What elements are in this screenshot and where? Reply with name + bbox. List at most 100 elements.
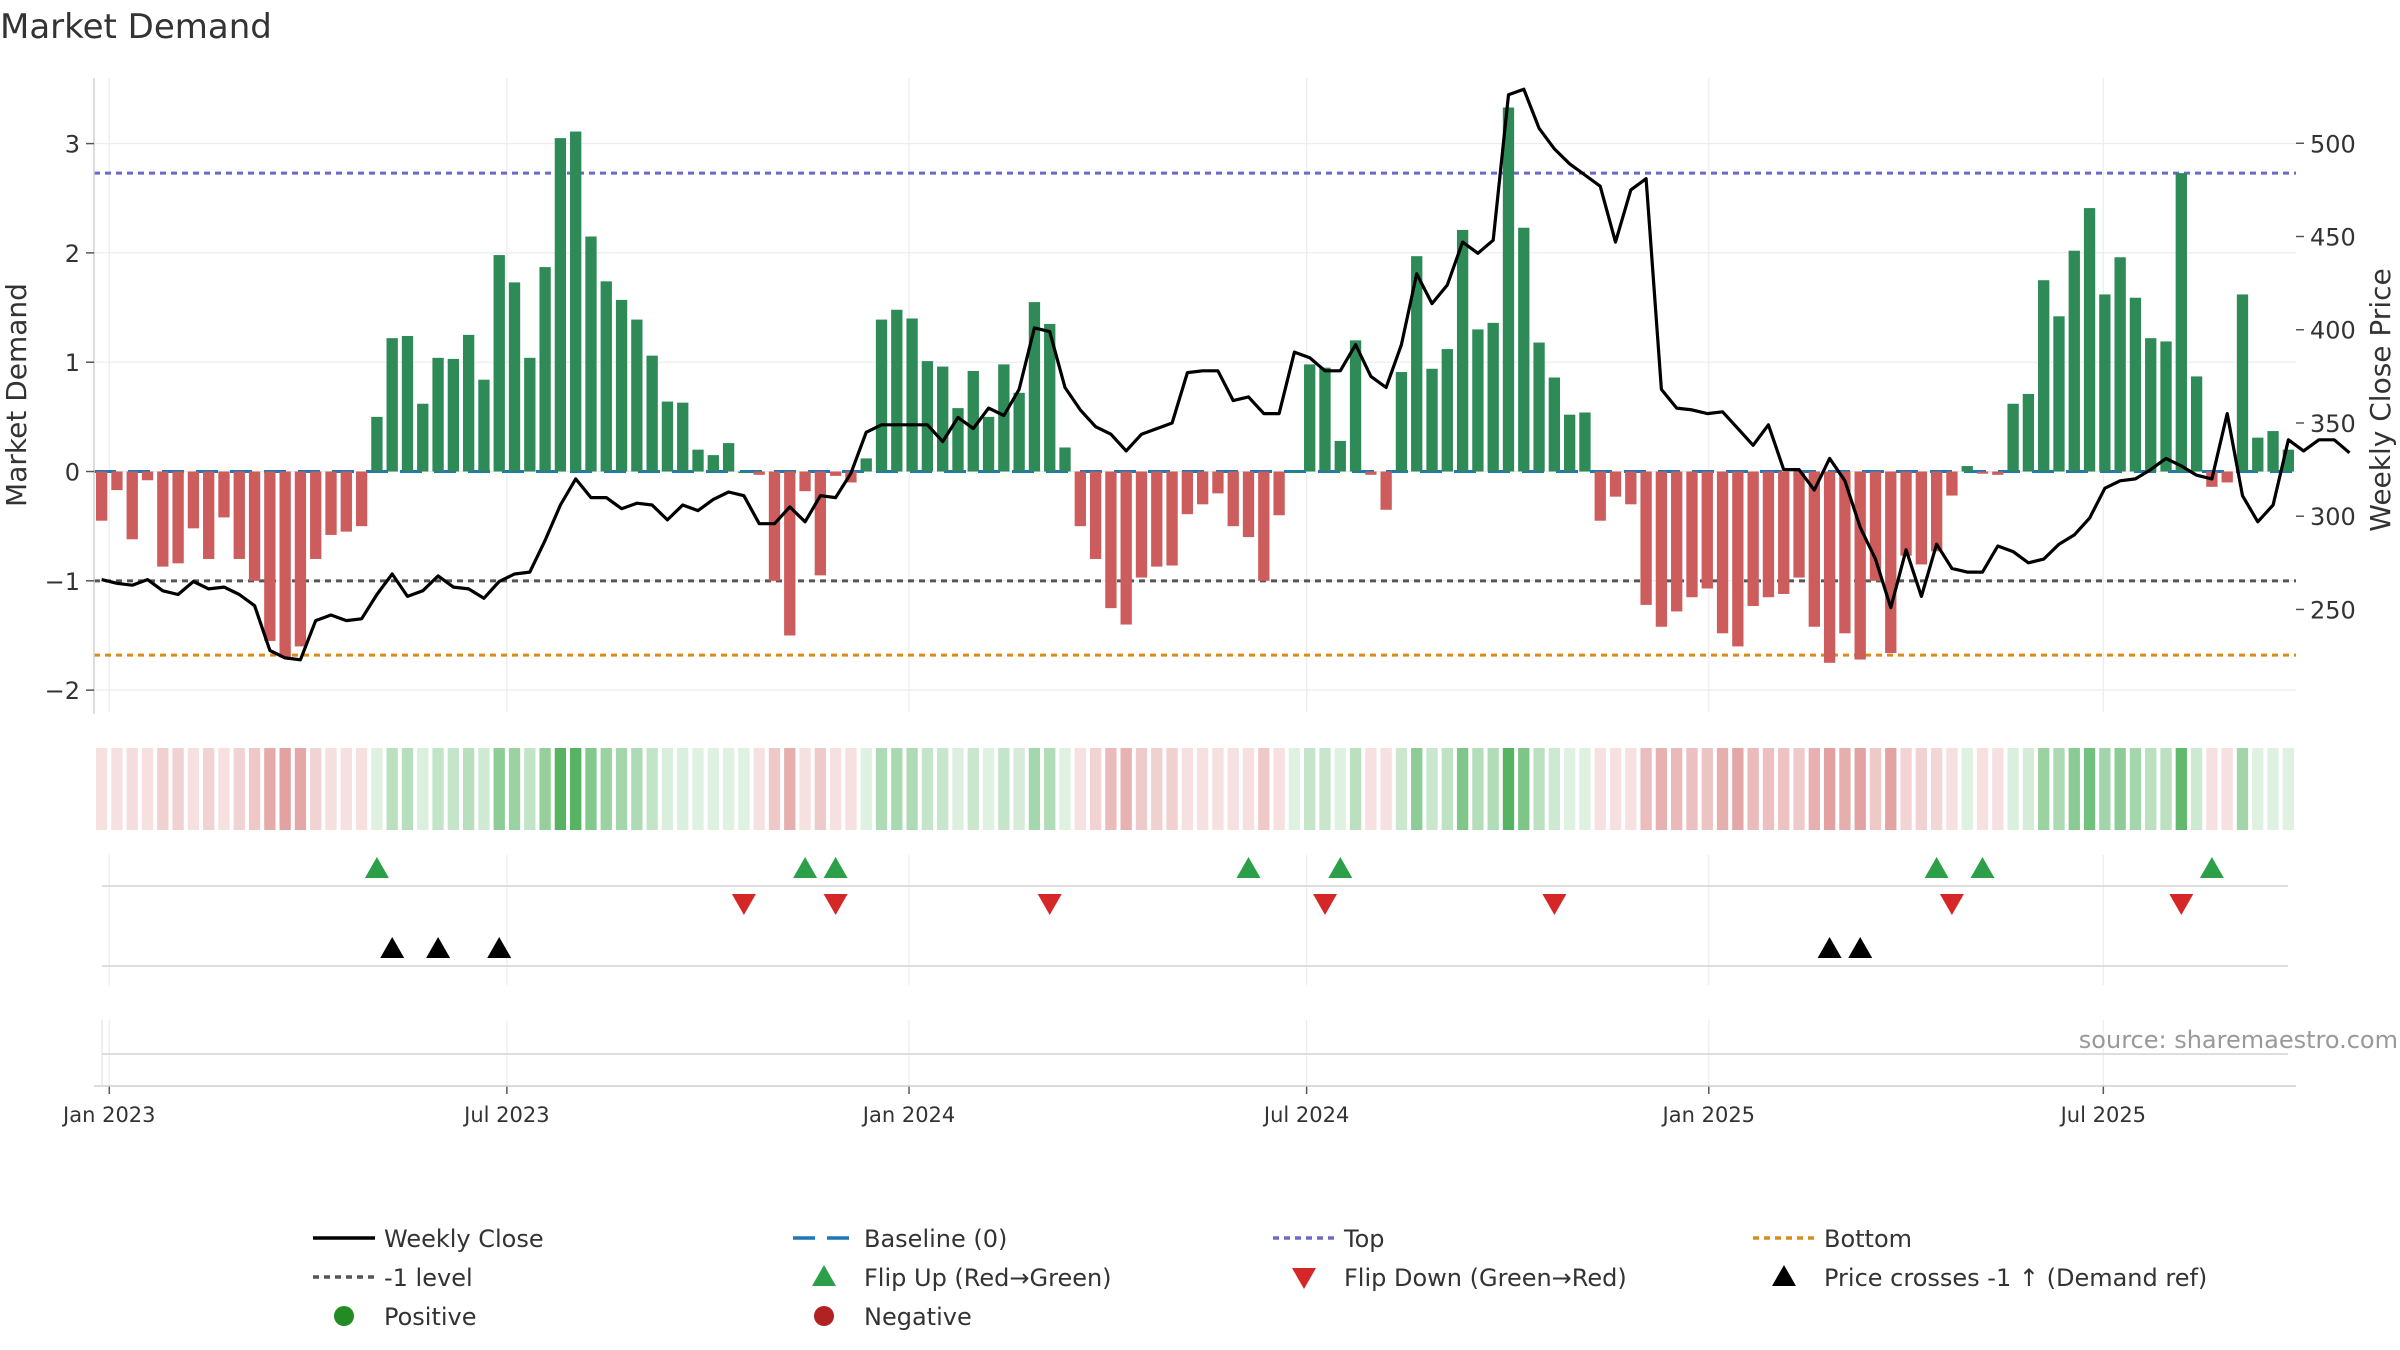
- demand-bar: [1273, 471, 1285, 516]
- demand-bar: [2145, 338, 2157, 472]
- legend-swatch-dot: [334, 1306, 354, 1326]
- demand-bar: [891, 309, 903, 472]
- demand-bar: [631, 319, 643, 472]
- heat-strip-cell: [1579, 748, 1591, 830]
- demand-bar: [692, 449, 704, 472]
- demand-bar: [952, 408, 964, 472]
- heat-strip-cell: [1319, 748, 1331, 830]
- demand-bar: [1334, 440, 1346, 472]
- heat-strip-cell: [1915, 748, 1928, 830]
- heat-strip-cell: [294, 748, 307, 830]
- heat-strip-cell: [340, 748, 352, 830]
- heat-strip-cell: [707, 748, 719, 830]
- demand-bar: [508, 282, 521, 472]
- demand-bar: [2160, 341, 2172, 472]
- demand-bar: [248, 471, 261, 581]
- heat-strip-cell: [508, 748, 521, 830]
- demand-bar: [126, 471, 138, 540]
- demand-bar: [937, 366, 949, 472]
- x-tick-label: Jan 2024: [861, 1103, 956, 1127]
- heat-strip-cell: [2236, 748, 2249, 830]
- demand-bar: [1304, 364, 1316, 472]
- demand-bar: [203, 471, 215, 559]
- axes: 3 2 1 0 −1 −2 500 450 400 350 300 250 Jan 2023 Jul 20…: [45, 78, 2356, 1127]
- demand-bar: [1793, 471, 1805, 578]
- demand-bar: [646, 355, 658, 472]
- heat-strip-cell: [1059, 748, 1071, 830]
- demand-bar: [1548, 377, 1561, 472]
- legend-item: Baseline (0): [793, 1225, 1007, 1253]
- demand-bar: [1747, 471, 1759, 606]
- demand-bar: [707, 455, 719, 472]
- demand-bar: [1594, 471, 1606, 521]
- heat-strip-cell: [1105, 748, 1117, 830]
- heat-strip-cell: [1349, 748, 1362, 830]
- demand-bar: [1319, 367, 1331, 472]
- x-tick-label: Jan 2023: [61, 1103, 156, 1127]
- demand-bar: [1992, 471, 2004, 475]
- heat-strip-cell: [799, 748, 811, 830]
- demand-bar: [1288, 471, 1301, 474]
- heat-strip-cell: [891, 748, 903, 830]
- heat-strip-cell: [1900, 748, 1912, 830]
- heat-strip-cell: [860, 748, 872, 830]
- heat-strip-cell: [1930, 748, 1943, 830]
- legend-label: Weekly Close: [384, 1225, 544, 1253]
- demand-bar: [111, 471, 123, 491]
- heat-strip-cell: [615, 748, 628, 830]
- demand-bar: [1395, 372, 1408, 472]
- x-tick-label: Jul 2024: [1262, 1103, 1349, 1127]
- heat-strip-cell: [187, 748, 200, 830]
- heat-strip-cell: [1028, 748, 1041, 830]
- heat-strip-cell: [1487, 748, 1499, 830]
- legend-label: Negative: [864, 1303, 972, 1331]
- heat-strip-cell: [1304, 748, 1316, 830]
- demand-bar: [1365, 471, 1377, 475]
- demand-bar: [1533, 342, 1545, 472]
- y-tick-label-right: 250: [2310, 596, 2356, 624]
- flip-up-marker: [823, 857, 848, 878]
- demand-bar: [1044, 323, 1056, 472]
- heat-strip-cell: [814, 748, 827, 830]
- x-tick-label: Jan 2025: [1661, 1103, 1756, 1127]
- heat-strip-cell: [1594, 748, 1606, 830]
- flip-down-marker: [823, 894, 848, 915]
- heat-strip-cell: [921, 748, 934, 830]
- weekly-close-layer: [101, 87, 2351, 662]
- heat-strip-cell: [646, 748, 658, 830]
- demand-bar: [447, 358, 460, 472]
- heat-strip-cell: [462, 748, 475, 830]
- heat-strip-cell: [1166, 748, 1178, 830]
- demand-bar: [1135, 471, 1148, 578]
- heat-strip-cell: [1808, 748, 1820, 830]
- demand-bar: [1823, 471, 1836, 663]
- demand-bar: [1013, 392, 1025, 472]
- heat-strip-cell: [2007, 748, 2019, 830]
- demand-bar: [187, 471, 200, 529]
- legend-swatch-triangle: [1772, 1265, 1796, 1286]
- heat-strip-cell: [248, 748, 261, 830]
- heat-strip-cell: [570, 748, 582, 830]
- heat-strip-cell: [1747, 748, 1759, 830]
- heat-strip-cell: [1793, 748, 1805, 830]
- y-axis-left-title: Market Demand: [0, 283, 33, 507]
- heat-strip-cell: [417, 748, 429, 830]
- demand-bar: [1059, 447, 1071, 472]
- heat-strip-cell: [2190, 748, 2203, 830]
- heat-strip-cell: [2221, 748, 2233, 830]
- demand-bar: [1074, 471, 1086, 527]
- heat-strip-cell: [1044, 748, 1056, 830]
- y-tick-label-right: 300: [2310, 503, 2356, 531]
- reference-lines: [94, 171, 2296, 657]
- heat-strip-cell: [218, 748, 230, 830]
- heat-strip-cell: [1732, 748, 1744, 830]
- heat-strip-cell: [386, 748, 398, 830]
- demand-bar: [1579, 412, 1591, 472]
- demand-bar: [2190, 376, 2203, 472]
- legend: Weekly Close Baseline (0) Top Bottom -1 leve…: [313, 1225, 2207, 1331]
- demand-bar: [1518, 227, 1530, 472]
- demand-bar: [1625, 471, 1637, 505]
- heat-strip-cell: [371, 748, 383, 830]
- demand-bar: [1456, 229, 1469, 472]
- demand-bar: [1930, 471, 1943, 552]
